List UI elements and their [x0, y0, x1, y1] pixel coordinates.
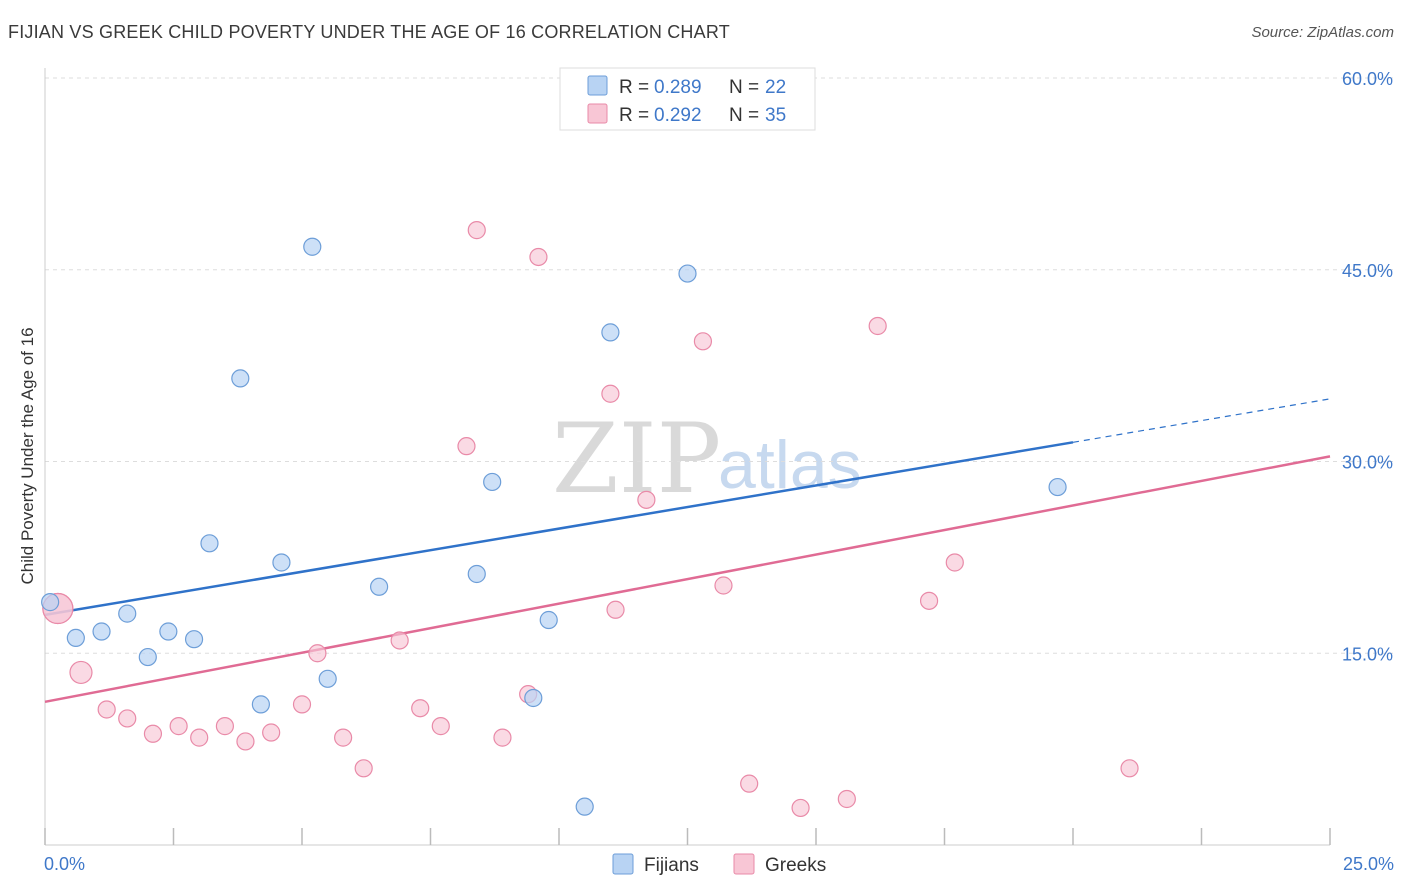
point-greeks-9	[262, 723, 281, 742]
trendline-greeks	[44, 455, 1331, 704]
legend-greeks-n-label: N =	[729, 105, 759, 126]
point-greeks-32	[945, 553, 964, 572]
point-fijians-8	[231, 369, 250, 388]
point-greeks-18	[467, 221, 486, 240]
point-greeks-10	[292, 695, 312, 714]
point-fijians-3	[118, 604, 137, 623]
y-axis-title: Child Poverty Under the Age of 16	[18, 327, 37, 584]
point-fijians-6	[184, 630, 204, 649]
legend-fijians-r-label: R =	[619, 77, 649, 98]
point-greeks-11	[308, 644, 327, 663]
legend-fijians-n-value: 22	[765, 77, 786, 98]
point-greeks-3	[118, 709, 137, 728]
point-greeks-25	[693, 332, 713, 351]
legend-swatch-greeks	[587, 103, 608, 124]
x-axis-ticks	[44, 828, 1331, 845]
point-fijians-15	[483, 472, 502, 492]
point-greeks-17	[457, 437, 476, 456]
legend-fijians-n-label: N =	[729, 77, 759, 98]
legend-greeks-r-label: R =	[619, 105, 649, 126]
point-greeks-29	[837, 789, 856, 809]
chart-title: FIJIAN VS GREEK CHILD POVERTY UNDER THE …	[8, 22, 730, 42]
point-fijians-18	[575, 797, 594, 816]
point-greeks-6	[190, 728, 209, 747]
point-greeks-16	[431, 717, 450, 736]
point-greeks-1	[69, 660, 93, 685]
legend-greeks-r-value: 0.292	[654, 105, 702, 126]
point-greeks-24	[637, 490, 656, 509]
point-fijians-9	[251, 695, 270, 714]
watermark-atlas: atlas	[718, 427, 862, 503]
legend-greeks-n-value: 35	[765, 105, 786, 126]
source-label: Source: ZipAtlas.com	[1251, 24, 1394, 41]
trend-lines	[44, 398, 1331, 704]
point-greeks-12	[334, 728, 353, 747]
point-greeks-5	[169, 717, 188, 736]
legend-swatch-fijians	[587, 75, 608, 96]
x-tick-label-max: 25.0%	[1343, 854, 1394, 874]
point-fijians-4	[138, 647, 157, 667]
point-fijians-14	[467, 564, 486, 584]
point-greeks-19	[493, 728, 512, 747]
series-legend-swatch-greeks	[733, 853, 755, 875]
y-tick-label-30: 30.0%	[1342, 453, 1393, 473]
point-greeks-26	[714, 576, 733, 595]
y-tick-label-15: 15.0%	[1342, 644, 1393, 664]
series-legend: Fijians Greeks	[612, 853, 826, 876]
watermark-zip: ZIP	[552, 403, 721, 515]
point-fijians-7	[200, 534, 219, 553]
y-tick-label-60: 60.0%	[1342, 69, 1393, 89]
point-fijians-5	[159, 622, 178, 641]
series-legend-label-greeks: Greeks	[765, 855, 826, 876]
point-fijians-2	[92, 622, 111, 641]
point-greeks-8	[236, 732, 255, 751]
trendline-fijians-extension	[1072, 398, 1331, 443]
correlation-legend: R = 0.289 N = 22 R = 0.292 N = 35	[559, 67, 816, 131]
point-greeks-27	[740, 774, 759, 793]
point-greeks-30	[868, 316, 887, 336]
point-fijians-21	[1048, 477, 1067, 497]
point-greeks-4	[143, 724, 163, 743]
point-fijians-17	[539, 610, 558, 630]
gridlines	[45, 77, 1394, 654]
point-greeks-21	[529, 247, 548, 267]
point-fijians-16	[524, 688, 543, 708]
point-greeks-33	[1120, 759, 1139, 778]
point-greeks-13	[354, 759, 373, 778]
point-greeks-22	[601, 384, 620, 403]
point-greeks-15	[411, 699, 430, 718]
y-tick-label-45: 45.0%	[1342, 261, 1393, 281]
point-fijians-20	[678, 264, 697, 283]
point-fijians-1	[66, 628, 85, 648]
point-greeks-14	[390, 631, 409, 650]
point-fijians-11	[303, 237, 322, 256]
point-fijians-0	[41, 593, 60, 612]
point-greeks-31	[919, 591, 939, 610]
point-fijians-19	[601, 323, 620, 342]
legend-fijians-r-value: 0.289	[654, 77, 702, 98]
point-greeks-7	[215, 717, 234, 736]
point-fijians-13	[370, 577, 389, 596]
x-tick-label-min: 0.0%	[44, 854, 85, 874]
series-legend-label-fijians: Fijians	[644, 855, 699, 876]
y-tick-labels: 15.0% 30.0% 45.0% 60.0%	[1342, 69, 1393, 664]
point-greeks-28	[791, 798, 810, 818]
point-fijians-10	[272, 553, 291, 572]
series-legend-swatch-fijians	[612, 853, 634, 875]
point-fijians-12	[318, 669, 337, 688]
point-greeks-23	[606, 600, 625, 619]
trendline-fijians	[44, 441, 1074, 617]
point-greeks-2	[97, 700, 116, 719]
data-points	[41, 221, 1139, 818]
